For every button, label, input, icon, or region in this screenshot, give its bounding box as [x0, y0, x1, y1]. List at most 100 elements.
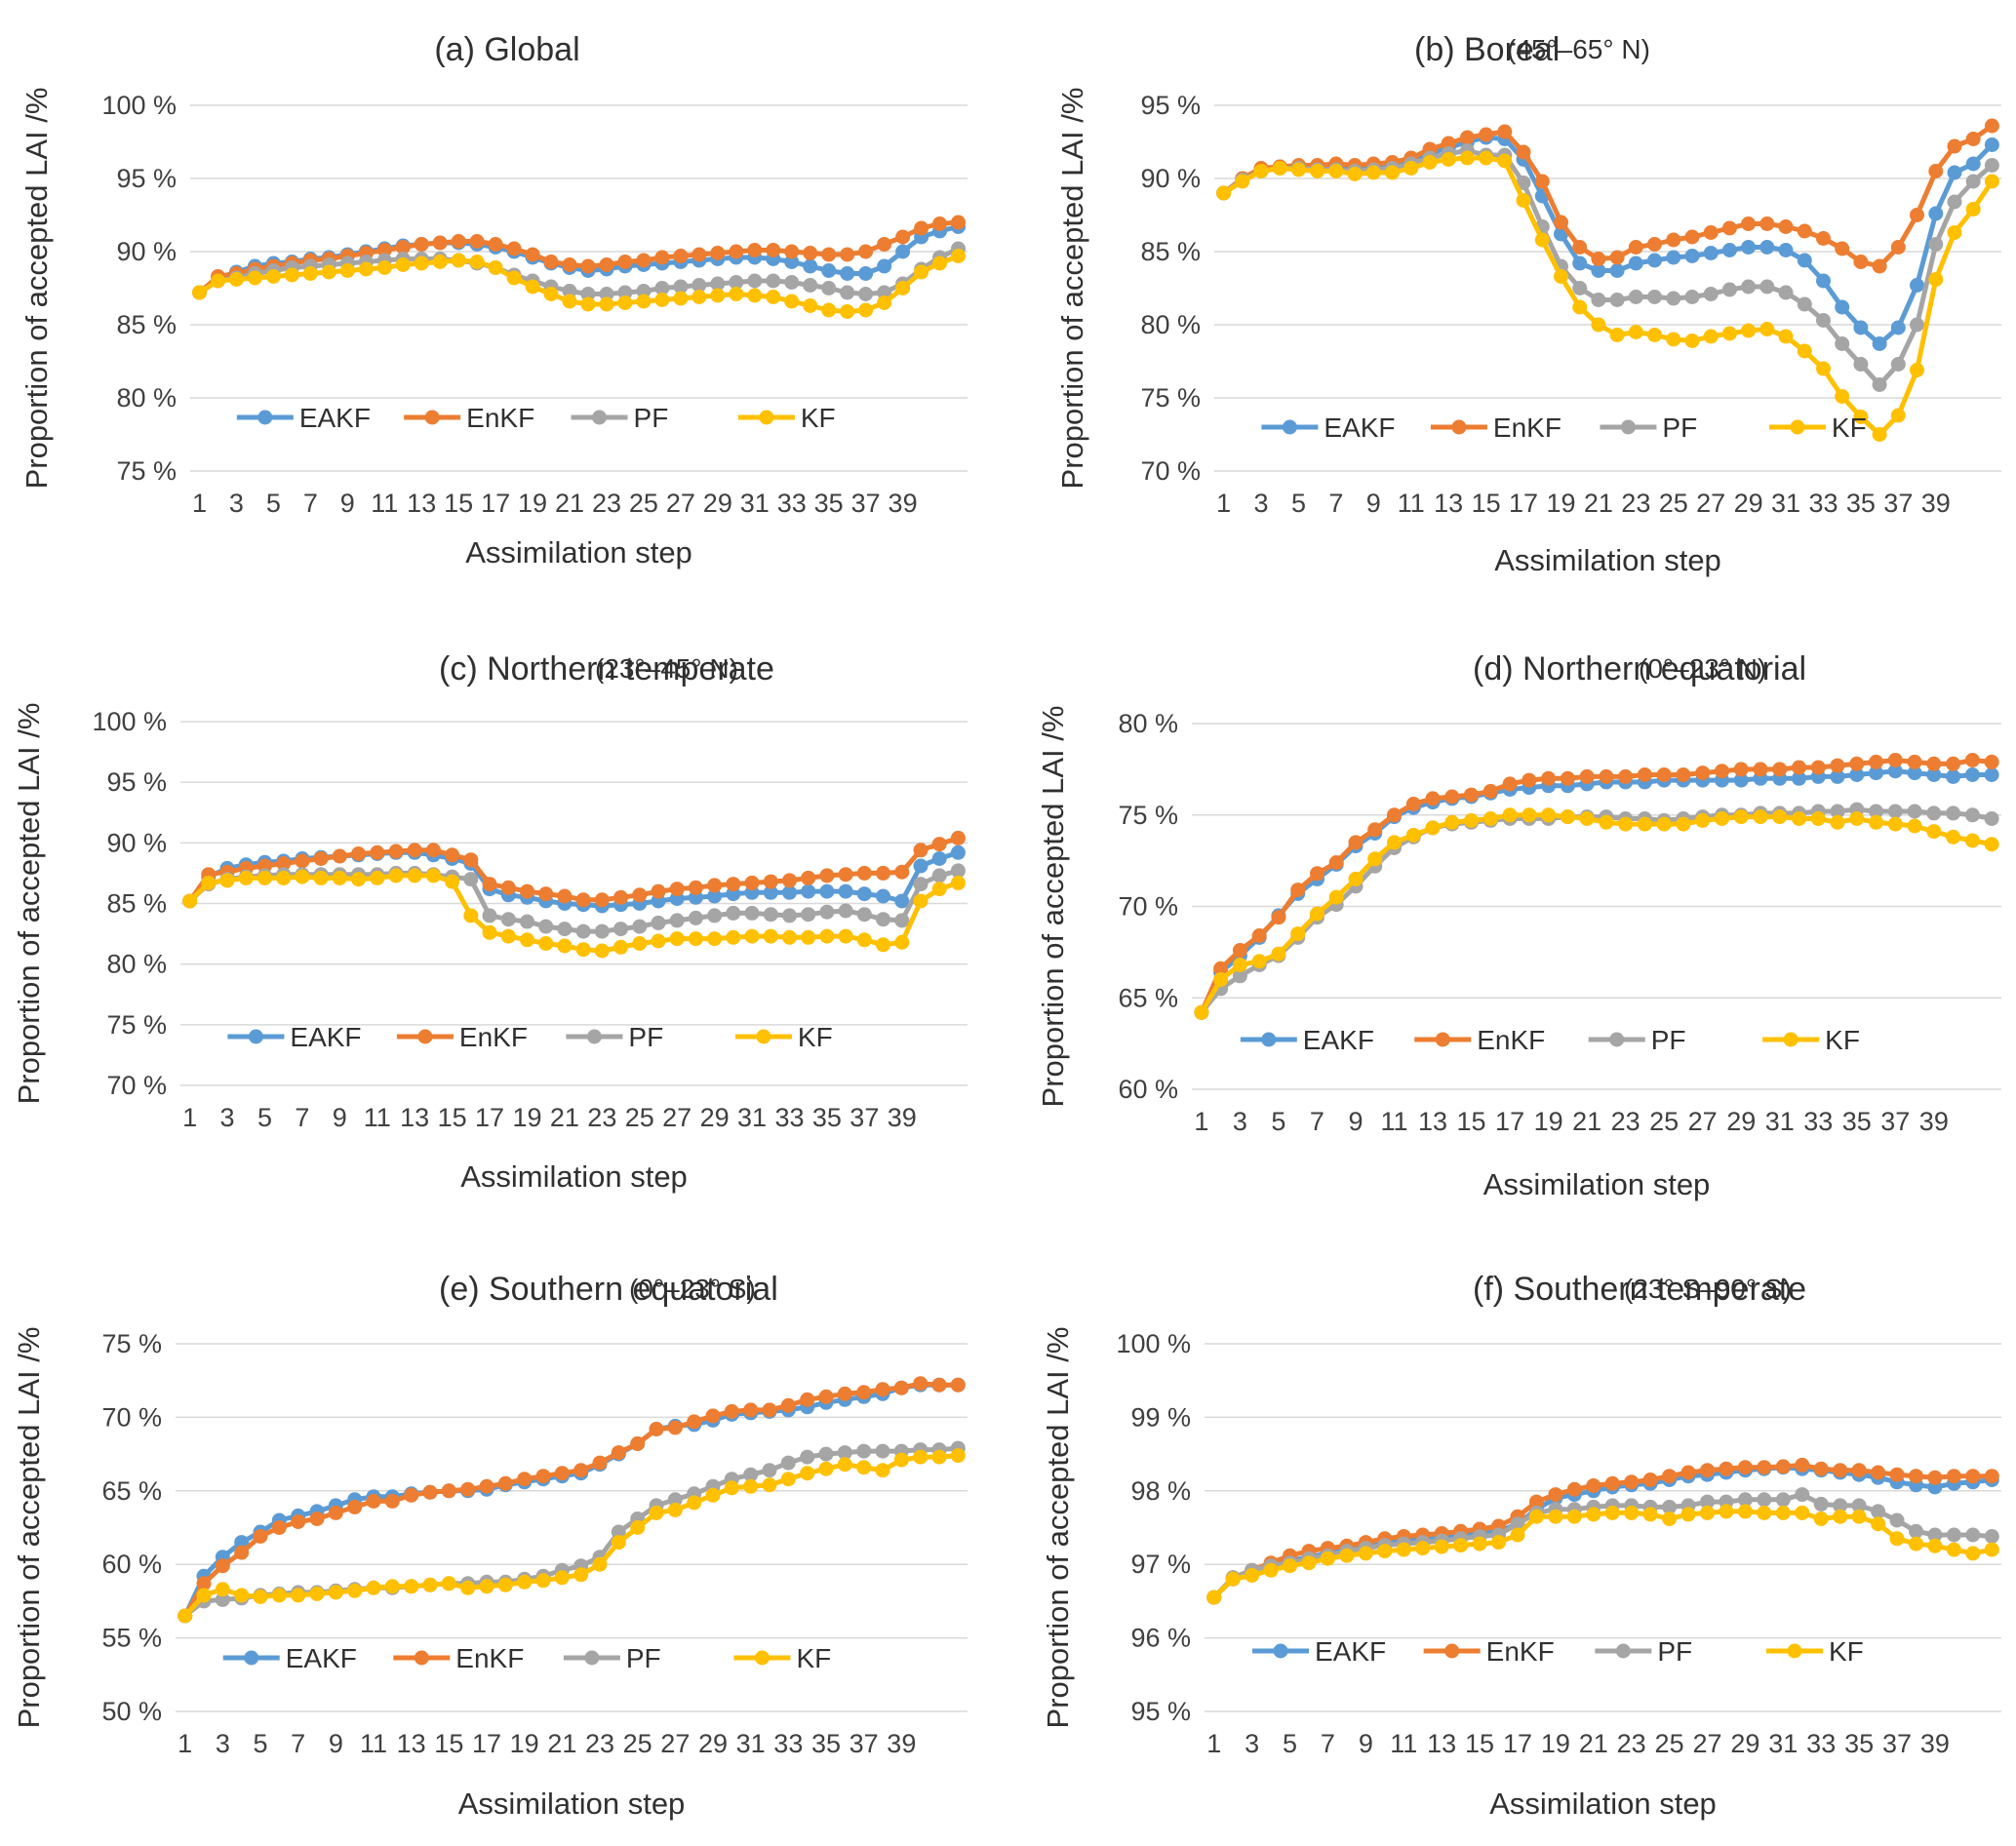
legend-label: PF [626, 1643, 661, 1673]
data-point [800, 1466, 815, 1481]
data-point [837, 1457, 852, 1473]
data-point [192, 285, 207, 300]
data-point [1835, 389, 1850, 404]
data-point [932, 255, 947, 271]
data-point [1984, 767, 1999, 782]
data-point [692, 278, 707, 293]
data-point [469, 234, 485, 249]
data-point [1301, 1555, 1317, 1571]
legend-label: KF [1832, 412, 1867, 443]
data-point [1703, 246, 1719, 260]
legend-label: PF [628, 1022, 663, 1052]
data-point [1642, 1473, 1658, 1487]
data-point [784, 294, 800, 309]
data-point [1599, 814, 1614, 830]
series-kf [182, 868, 966, 959]
data-point [931, 1449, 947, 1465]
y-tick-label: 95 % [1140, 91, 1201, 120]
x-tick-label: 1 [1194, 1107, 1208, 1136]
data-point [669, 913, 685, 928]
x-tick-label: 9 [333, 1103, 347, 1132]
data-point [1778, 243, 1794, 257]
data-point [838, 928, 853, 944]
data-point [370, 870, 385, 885]
x-tick-label: 33 [1808, 489, 1838, 518]
data-point [395, 257, 411, 272]
data-point [1964, 833, 1980, 848]
x-tick-label: 27 [666, 489, 695, 518]
data-point [234, 1535, 250, 1551]
data-point [1482, 783, 1498, 799]
legend-swatch-marker [1444, 1643, 1460, 1659]
data-point [1851, 1498, 1867, 1513]
data-point [376, 243, 392, 257]
x-tick-label: 7 [291, 1729, 305, 1758]
x-tick-label: 31 [1765, 1107, 1795, 1136]
data-point [1560, 770, 1575, 786]
data-point [422, 1577, 438, 1592]
data-point [196, 1588, 212, 1603]
data-point [819, 884, 835, 899]
data-point [1853, 255, 1869, 269]
data-point [1628, 240, 1643, 255]
data-point [1849, 811, 1865, 826]
x-tick-label: 17 [1495, 1107, 1524, 1136]
data-point [1522, 772, 1537, 788]
data-point [594, 892, 610, 908]
x-tick-label: 11 [360, 1729, 387, 1758]
data-point [1872, 377, 1887, 392]
data-point [613, 939, 628, 955]
data-point [1890, 240, 1906, 255]
x-tick-label: 37 [1880, 1107, 1910, 1136]
data-point [276, 870, 292, 885]
data-point [617, 255, 633, 269]
x-tick-label: 21 [1579, 1729, 1608, 1758]
data-point [1889, 1512, 1905, 1528]
data-point [1554, 215, 1568, 230]
data-point [688, 931, 703, 947]
data-point [893, 1380, 909, 1395]
y-tick-label: 85 % [106, 889, 167, 919]
data-point [414, 237, 429, 252]
legend-swatch-marker [1620, 419, 1636, 435]
legend-swatch-marker [1273, 1643, 1288, 1659]
data-point [1795, 1457, 1810, 1473]
legend-swatch-marker [248, 1029, 263, 1044]
data-point [784, 244, 800, 259]
data-point [913, 858, 929, 874]
x-tick-label: 23 [1617, 1729, 1646, 1758]
data-point [1666, 250, 1681, 265]
data-point [1263, 1562, 1279, 1578]
x-tick-label: 29 [698, 1729, 728, 1758]
data-point [877, 285, 892, 300]
data-point [1459, 130, 1475, 145]
x-tick-label: 15 [1472, 489, 1501, 518]
data-point [1591, 317, 1606, 333]
data-point [1830, 804, 1845, 819]
x-tick-label: 13 [400, 1103, 429, 1132]
data-point [1889, 1467, 1905, 1482]
y-tick-label: 80 % [1140, 310, 1201, 339]
data-point [351, 846, 366, 861]
data-point [1928, 272, 1944, 287]
data-point [819, 868, 835, 884]
series-line [1222, 155, 1995, 437]
data-point [1733, 809, 1749, 825]
legend-label: PF [1662, 412, 1697, 443]
data-point [1792, 811, 1806, 826]
data-point [800, 1449, 815, 1465]
data-point [856, 865, 872, 881]
data-point [801, 929, 816, 945]
data-point [667, 1420, 683, 1435]
data-point [1387, 807, 1402, 823]
data-point [1946, 1469, 1961, 1484]
x-tick-label: 11 [1380, 1107, 1407, 1136]
data-point [951, 215, 966, 230]
data-point [687, 1414, 702, 1430]
data-point [1695, 766, 1711, 781]
data-point [654, 293, 670, 307]
data-point [1797, 343, 1812, 359]
data-point [782, 908, 797, 923]
data-point [1700, 1463, 1715, 1478]
series-eakf [1194, 764, 1999, 1020]
